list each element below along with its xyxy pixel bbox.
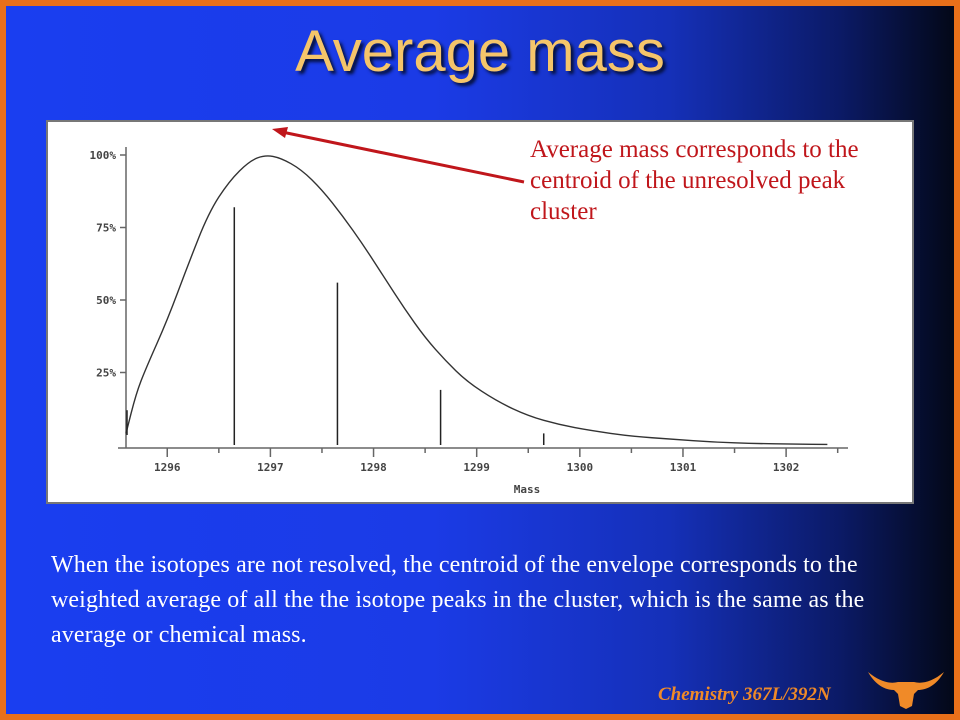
caption-text: When the isotopes are not resolved, the … [51,552,865,648]
slide: Average mass 25% 50% 75% 100% 1296 1297 1298 12… [6,6,954,714]
x-tick-label: 1300 [567,461,594,474]
x-tick-label: 1296 [154,461,181,474]
y-tick-label: 25% [96,367,116,380]
slide-title: Average mass [295,19,665,84]
y-tick-label: 100% [90,149,117,162]
y-tick-label: 50% [96,294,116,307]
x-tick-label: 1298 [360,461,387,474]
mass-spectrum-chart: 25% 50% 75% 100% 1296 1297 1298 1299 1300 1301 130… [90,147,848,496]
x-tick-label: 1301 [670,461,697,474]
x-tick-label: 1297 [257,461,284,474]
mass-spectrum-plot: 25% 50% 75% 100% 1296 1297 1298 1299 1300 1301 130… [46,120,914,504]
annotation-text: Average mass corresponds to the centroid… [530,136,859,225]
x-tick-label: 1299 [463,461,490,474]
course-footer: Chemistry 367L/392N [658,684,831,705]
envelope-line [125,155,828,446]
longhorn-icon [868,672,944,709]
x-tick-label: 1302 [773,461,800,474]
y-tick-label: 75% [96,222,116,235]
x-axis-label: Mass [514,483,541,496]
